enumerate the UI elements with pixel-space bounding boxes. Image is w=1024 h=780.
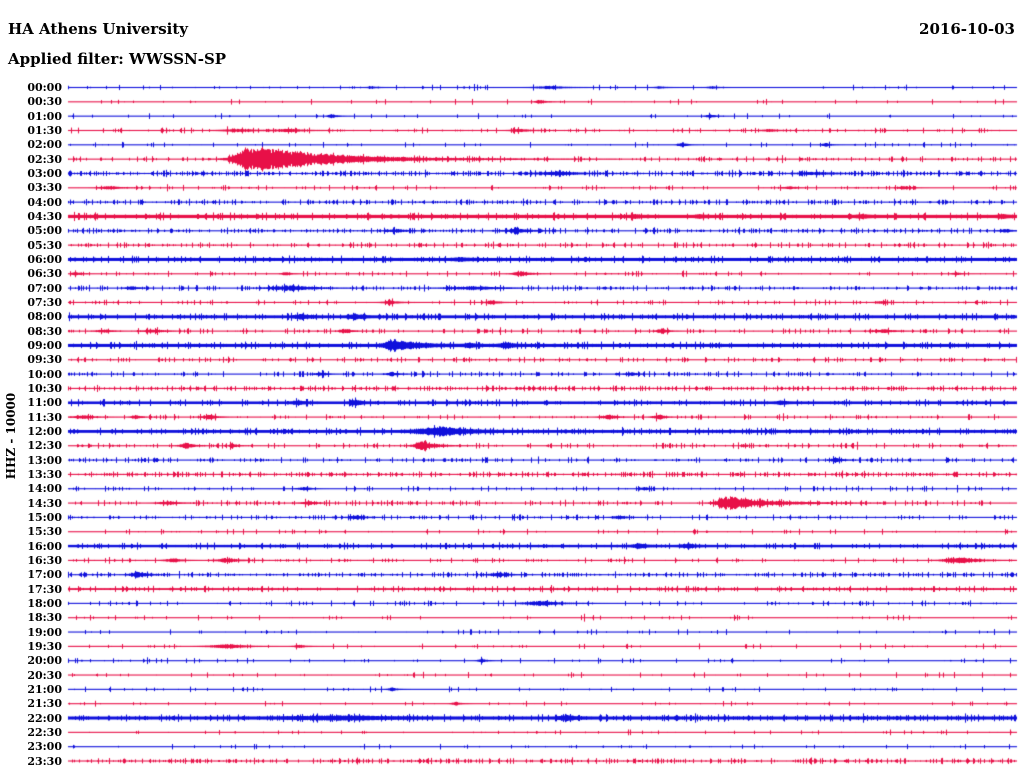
time-label: 04:00 [27,195,62,209]
time-label: 06:30 [27,267,62,281]
time-label: 00:00 [27,81,62,94]
time-label: 02:00 [27,138,62,152]
time-label: 10:30 [27,381,62,395]
time-label: 16:30 [27,553,62,567]
time-label: 10:00 [27,367,62,381]
time-label: 14:00 [27,482,62,496]
time-label: 16:00 [27,539,62,553]
time-label: 18:30 [27,611,62,625]
time-label: 05:00 [27,224,62,238]
time-label: 13:00 [27,453,62,467]
time-label: 14:30 [27,496,62,510]
time-label: 12:30 [27,439,62,453]
time-label: 12:00 [27,424,62,438]
time-label: 00:30 [27,95,62,109]
time-label: 06:00 [27,252,62,266]
time-label: 11:30 [27,410,62,424]
time-label: 18:00 [27,596,62,610]
time-label: 08:30 [27,324,62,338]
time-label: 05:30 [27,238,62,252]
time-label: 17:30 [27,582,62,596]
time-label: 02:30 [27,152,62,166]
time-label: 03:30 [27,181,62,195]
time-label: 09:30 [27,353,62,367]
time-label: 20:00 [27,654,62,668]
time-label: 23:30 [27,754,62,768]
time-label: 15:30 [27,525,62,539]
time-label: 20:30 [27,668,62,682]
time-label: 21:30 [27,697,62,711]
time-label: 13:30 [27,467,62,481]
time-label: 04:30 [27,209,62,223]
time-label: 22:00 [27,711,62,725]
time-label: 21:00 [27,682,62,696]
time-label: 01:00 [27,109,62,123]
time-label: 11:00 [27,396,62,410]
time-label: 22:30 [27,725,62,739]
time-label: 15:00 [27,510,62,524]
time-label: 03:00 [27,166,62,180]
time-label: 07:30 [27,295,62,309]
time-label: 09:00 [27,338,62,352]
time-label: 08:00 [27,310,62,324]
time-label: 01:30 [27,123,62,137]
time-label: 19:00 [27,625,62,639]
time-label: 17:00 [27,568,62,582]
time-label: 19:30 [27,639,62,653]
time-label: 23:00 [27,740,62,754]
time-label: 07:00 [27,281,62,295]
